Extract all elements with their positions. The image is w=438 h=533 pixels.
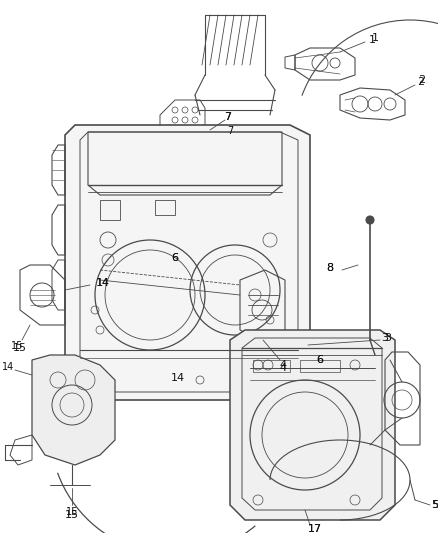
Polygon shape <box>230 330 395 520</box>
Text: 15: 15 <box>65 510 79 520</box>
Text: 6: 6 <box>317 355 324 365</box>
Text: 1: 1 <box>371 33 378 43</box>
Text: 1: 1 <box>368 35 375 45</box>
Text: 5: 5 <box>431 500 438 510</box>
Text: 3: 3 <box>385 333 392 343</box>
Text: 14: 14 <box>171 373 185 383</box>
Text: 7: 7 <box>224 112 232 122</box>
Text: 6: 6 <box>172 253 179 263</box>
Text: 8: 8 <box>326 263 334 273</box>
Circle shape <box>366 216 374 224</box>
Text: 4: 4 <box>279 360 286 370</box>
Text: 7: 7 <box>227 126 233 136</box>
Text: 5: 5 <box>432 500 438 510</box>
Polygon shape <box>32 355 115 465</box>
Text: 14: 14 <box>2 362 14 372</box>
Text: 8: 8 <box>326 263 334 273</box>
Text: 3: 3 <box>381 333 389 343</box>
Text: 4: 4 <box>279 363 286 373</box>
Text: 17: 17 <box>308 524 322 533</box>
Circle shape <box>372 352 378 358</box>
Text: 7: 7 <box>224 112 232 122</box>
Text: 14: 14 <box>97 278 109 288</box>
Text: 15: 15 <box>13 343 27 353</box>
Text: 15: 15 <box>66 507 78 517</box>
Text: 15: 15 <box>11 341 23 351</box>
Text: 17: 17 <box>308 524 322 533</box>
Text: 6: 6 <box>172 253 179 263</box>
Polygon shape <box>65 125 310 400</box>
Text: 2: 2 <box>417 77 424 87</box>
Text: 6: 6 <box>317 355 324 365</box>
Text: 14: 14 <box>96 278 110 288</box>
Text: 2: 2 <box>418 75 426 85</box>
